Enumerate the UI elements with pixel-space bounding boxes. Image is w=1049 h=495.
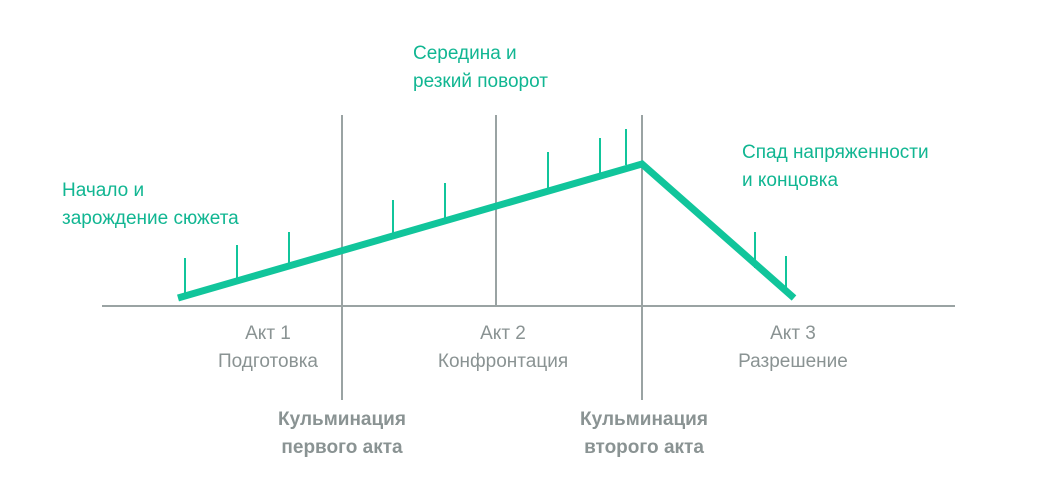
act2-label: Акт 2 Конфронтация — [423, 320, 583, 376]
phase-middle-line2: резкий поворот — [413, 71, 548, 92]
act1-label: Акт 1 Подготовка — [188, 320, 348, 376]
phase-ending-line2: и концовка — [742, 170, 839, 191]
climax-act2-line1: Кульминация — [580, 409, 708, 430]
phase-ending-line1: Спад напряженности — [742, 142, 929, 163]
act3-label: Акт 3 Разрешение — [713, 320, 873, 376]
climax-act2-line2: второго акта — [584, 437, 704, 458]
climax-act1-line1: Кульминация — [278, 409, 406, 430]
act1-subtitle: Подготовка — [217, 351, 318, 372]
climax-act1-label: Кульминация первого акта — [242, 406, 442, 462]
climax-act1-line2: первого акта — [281, 437, 403, 458]
phase-beginning-line1: Начало и — [62, 180, 145, 201]
act1-title: Акт 1 — [245, 323, 291, 344]
climax-act2-label: Кульминация второго акта — [544, 406, 744, 462]
phase-middle-label: Середина и резкий поворот — [413, 40, 548, 96]
act2-subtitle: Конфронтация — [437, 351, 569, 372]
phase-middle-line1: Середина и — [413, 43, 517, 64]
phase-beginning-label: Начало и зарождение сюжета — [62, 177, 239, 233]
act3-title: Акт 3 — [770, 323, 816, 344]
act3-subtitle: Разрешение — [738, 351, 848, 372]
tension-curve — [177, 160, 797, 302]
phase-beginning-line2: зарождение сюжета — [62, 208, 239, 229]
phase-ending-label: Спад напряженности и концовка — [742, 139, 929, 195]
act2-title: Акт 2 — [480, 323, 526, 344]
